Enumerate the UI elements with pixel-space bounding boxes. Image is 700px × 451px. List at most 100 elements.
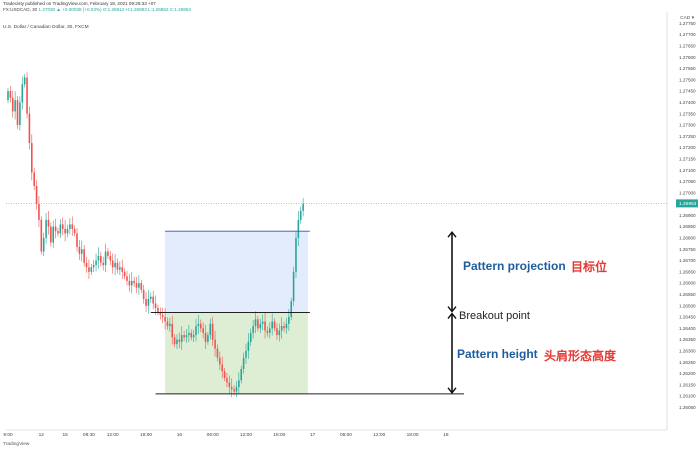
time-tick-label: 18:00 [140, 432, 152, 438]
candle [97, 247, 100, 269]
candle [66, 224, 69, 238]
candle [261, 314, 264, 331]
time-tick-label: 06:00 [207, 432, 219, 438]
candle [199, 319, 202, 333]
candle [54, 218, 57, 239]
candle [249, 328, 252, 346]
price-tick-label: 1.26800 [679, 236, 696, 241]
candle [138, 275, 140, 295]
pattern-height-label: Pattern height [457, 347, 538, 361]
candle [85, 256, 88, 273]
candle [219, 351, 221, 370]
candle [185, 329, 188, 343]
candle [42, 232, 45, 257]
price-tick-label: 1.26400 [679, 326, 696, 331]
candle [76, 228, 78, 252]
candle [285, 317, 288, 334]
price-tick-label: 1.27300 [679, 123, 696, 128]
candlestick-series [7, 72, 304, 398]
candle [245, 343, 247, 365]
price-tick-label: 1.26100 [679, 394, 696, 399]
price-tick-label: 1.26600 [679, 281, 696, 286]
candle [14, 91, 16, 120]
candle [11, 90, 14, 118]
candle [269, 322, 271, 339]
candle [161, 307, 164, 324]
candle [299, 206, 302, 224]
candle [47, 211, 50, 235]
candle [292, 266, 295, 306]
price-axis[interactable]: 1.27750 1.27700 1.27650 1.27600 1.27550 1.275… [666, 12, 698, 430]
candle [209, 318, 212, 340]
candle [242, 352, 245, 374]
candle [147, 290, 150, 314]
candle [202, 322, 204, 339]
time-axis[interactable]: 9:00 12 15 08:30 12:00 18:00 16 06:00 12:00 18:00… [3, 429, 667, 438]
time-tick-label: 12:00 [240, 432, 252, 438]
price-tick-label: 1.26350 [679, 337, 696, 342]
time-tick-label: 18:00 [407, 432, 419, 438]
candle [240, 365, 243, 384]
candle [171, 315, 174, 345]
publish-line: Tradecisty published on TradingView.com,… [3, 1, 156, 6]
candle [195, 319, 197, 342]
candle [135, 277, 138, 294]
candle [216, 344, 219, 362]
candle [71, 216, 74, 237]
target-level-label-cn: 目标位 [571, 260, 608, 274]
candle [145, 291, 147, 313]
candle [116, 258, 119, 274]
price-tick-label: 1.27000 [679, 190, 696, 195]
price-tick-label: 1.27350 [679, 111, 696, 116]
time-tick-label: 16 [177, 432, 183, 438]
price-tick-label: 1.27700 [679, 32, 696, 37]
currency-selector[interactable]: CAD ▾ [680, 16, 694, 21]
candle [38, 196, 40, 227]
breakout-point-label: Breakout point [459, 310, 530, 322]
symbol-interval: FX:USDCAD, 30 [3, 7, 38, 13]
price-tick-label: 1.26700 [679, 258, 696, 263]
price-tick-label: 1.27100 [679, 168, 696, 173]
candle [130, 272, 133, 294]
candle [140, 279, 143, 293]
price-tick-label: 1.27500 [679, 77, 696, 82]
time-tick-label: 18 [443, 432, 449, 438]
candle [188, 324, 190, 343]
candle [159, 307, 162, 320]
candle [35, 179, 38, 210]
candle [166, 317, 169, 330]
candle [228, 375, 231, 394]
candle [223, 367, 226, 382]
time-tick-label: 18:00 [273, 432, 285, 438]
candle [45, 212, 47, 245]
candle [238, 372, 240, 395]
chart-symbol-title: U.S. Dollar / Canadian Dollar, 30, FXCM [3, 25, 89, 30]
candle [157, 304, 159, 316]
candle [204, 324, 207, 349]
last-price-text: 1.26953 [679, 201, 697, 207]
candle [169, 317, 171, 332]
candle [278, 323, 281, 342]
time-tick-label: 12:00 [107, 432, 119, 438]
candle [180, 326, 183, 350]
time-tick-label: 15 [62, 432, 68, 438]
price-tick-label: 1.26750 [679, 247, 696, 252]
candle [123, 268, 126, 280]
candle [152, 290, 154, 309]
candle [235, 380, 238, 398]
price-tick-label: 1.26300 [679, 349, 696, 354]
time-tick-label: 12:00 [373, 432, 385, 438]
candle [290, 297, 293, 321]
price-tick-label: 1.26900 [679, 213, 696, 218]
projection-arrow [447, 231, 457, 313]
candle [295, 230, 297, 279]
candle [57, 227, 59, 237]
pattern-lines [6, 203, 667, 395]
candle [107, 248, 109, 260]
time-tick-label: 06:00 [340, 432, 352, 438]
price-tick-label: 1.27450 [679, 89, 696, 94]
price-tick-label: 1.27250 [679, 134, 696, 139]
candle [142, 284, 145, 304]
candle [104, 243, 107, 273]
